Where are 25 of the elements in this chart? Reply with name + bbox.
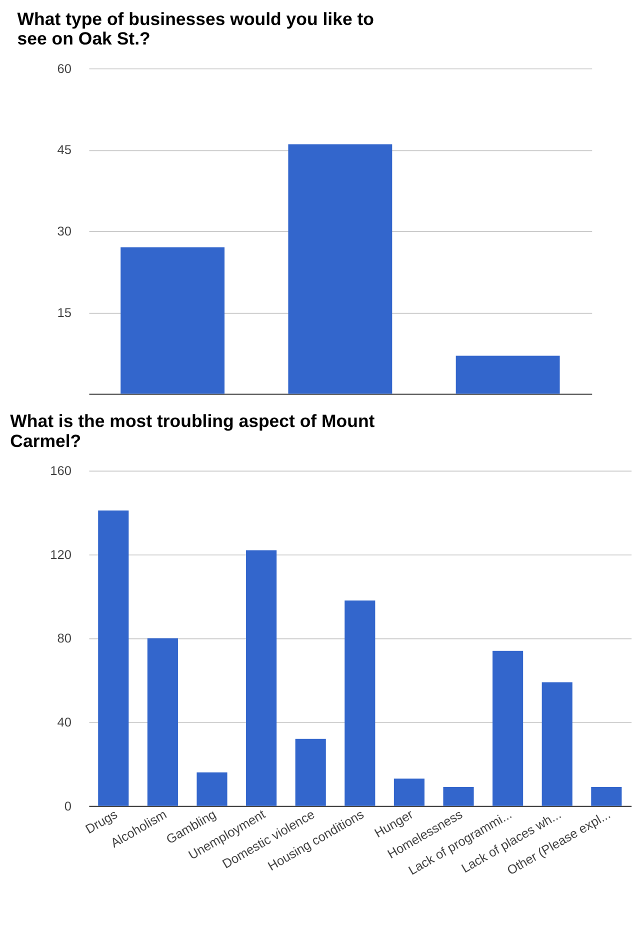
chart-title: What type of businesses would you like to see on Oak St.? bbox=[17, 8, 374, 49]
y-tick-label: 30 bbox=[57, 223, 72, 238]
bar bbox=[147, 638, 178, 806]
bar bbox=[394, 778, 424, 806]
bar bbox=[492, 650, 524, 806]
bar bbox=[456, 356, 560, 394]
y-tick-label: 45 bbox=[57, 142, 72, 158]
y-tick-label: 160 bbox=[50, 463, 72, 478]
bar bbox=[120, 247, 225, 394]
bar bbox=[591, 787, 622, 806]
bar bbox=[196, 772, 228, 806]
y-tick-label: 40 bbox=[57, 714, 72, 730]
bar bbox=[98, 510, 129, 806]
bar bbox=[246, 550, 277, 806]
bar bbox=[295, 738, 326, 806]
y-tick-label: 0 bbox=[64, 798, 72, 814]
y-tick-label: 80 bbox=[57, 630, 72, 646]
y-tick-label: 60 bbox=[57, 60, 72, 76]
y-tick-label: 15 bbox=[57, 304, 72, 320]
chart-title: What is the most troubling aspect of Mount Carmel? bbox=[10, 411, 375, 451]
bar bbox=[443, 787, 474, 806]
bar bbox=[344, 600, 376, 806]
y-tick-label: 120 bbox=[50, 546, 72, 562]
bar bbox=[542, 682, 572, 806]
bar bbox=[288, 144, 392, 394]
